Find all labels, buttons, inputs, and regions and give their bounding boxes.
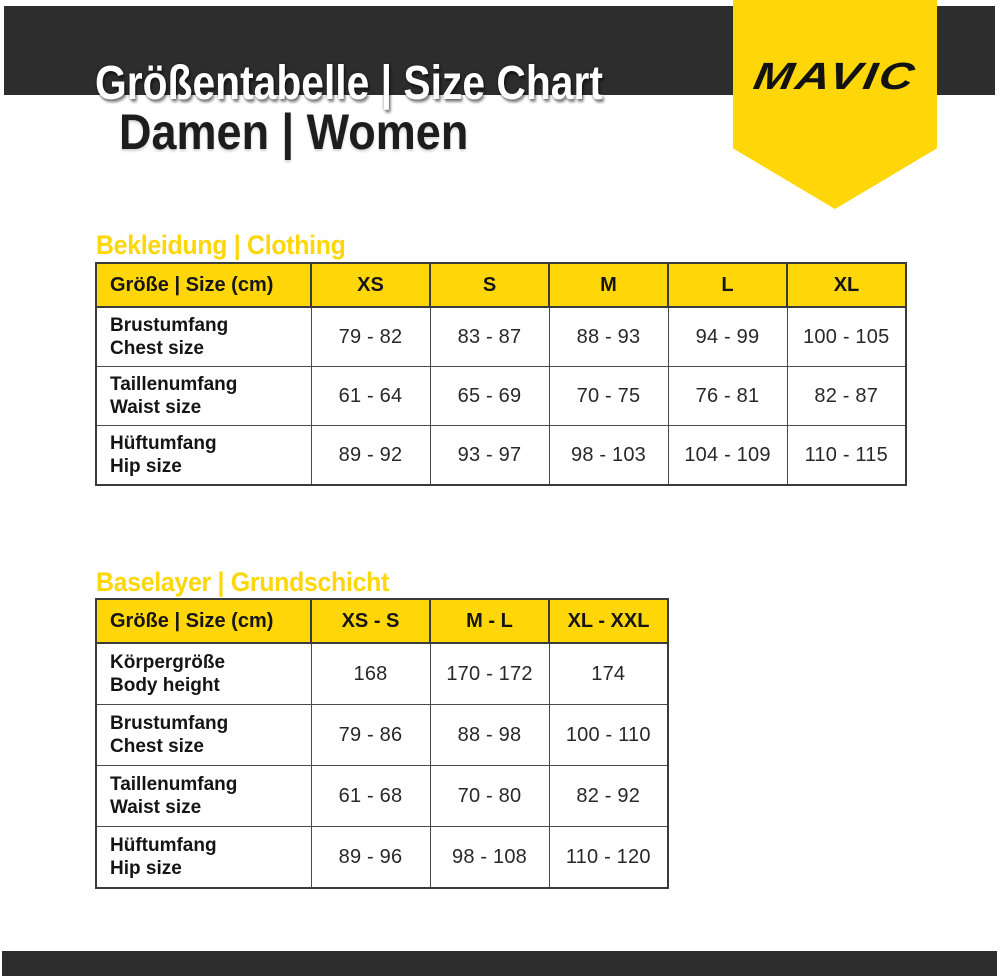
- size-value-cell: 110 - 115: [786, 425, 907, 486]
- mavic-logo: MAVIC: [750, 56, 920, 98]
- size-value-cell: 79 - 82: [310, 306, 431, 367]
- label-de: Hüftumfang: [110, 835, 217, 856]
- label-en: Hip size: [110, 858, 182, 879]
- column-header-xl-xxl: XL - XXL: [548, 598, 669, 644]
- size-value-cell: 174: [548, 642, 669, 705]
- size-value-cell: 110 - 120: [548, 826, 669, 889]
- size-value-cell: 65 - 69: [429, 366, 550, 426]
- baselayer-size-table: Größe | Size (cm) XS - S M - L XL - XXL …: [95, 598, 669, 889]
- measurement-label-waist: Taillenumfang Waist size: [95, 366, 312, 426]
- baselayer-section-heading: Baselayer | Grundschicht: [96, 567, 390, 597]
- column-header-s: S: [429, 262, 550, 308]
- clothing-header-row: Größe | Size (cm) XS S M L XL: [95, 262, 907, 308]
- size-value-cell: 79 - 86: [310, 704, 431, 766]
- clothing-size-table: Größe | Size (cm) XS S M L XL Brustumfan…: [95, 262, 907, 486]
- measurement-label-hip: Hüftumfang Hip size: [95, 425, 312, 486]
- size-value-cell: 93 - 97: [429, 425, 550, 486]
- measurement-label-waist: Taillenumfang Waist size: [95, 765, 312, 827]
- size-value-cell: 70 - 80: [429, 765, 550, 827]
- size-value-cell: 89 - 96: [310, 826, 431, 889]
- baselayer-header-row: Größe | Size (cm) XS - S M - L XL - XXL: [95, 598, 669, 644]
- label-en: Waist size: [110, 397, 202, 418]
- table-row-chest: Brustumfang Chest size 79 - 86 88 - 98 1…: [95, 704, 669, 766]
- size-value-cell: 100 - 110: [548, 704, 669, 766]
- size-value-cell: 98 - 103: [548, 425, 669, 486]
- column-header-xs: XS: [310, 262, 431, 308]
- measurement-label-hip: Hüftumfang Hip size: [95, 826, 312, 889]
- column-header-xs-s: XS - S: [310, 598, 431, 644]
- column-header-m-l: M - L: [429, 598, 550, 644]
- table-row-hip: Hüftumfang Hip size 89 - 96 98 - 108 110…: [95, 826, 669, 889]
- page-title: Größentabelle | Size Chart: [95, 57, 603, 110]
- size-value-cell: 98 - 108: [429, 826, 550, 889]
- label-en: Hip size: [110, 456, 182, 477]
- label-en: Body height: [110, 675, 220, 696]
- brand-ribbon: MAVIC: [733, 0, 937, 209]
- size-value-cell: 100 - 105: [786, 306, 907, 367]
- label-de: Hüftumfang: [110, 433, 217, 454]
- label-de: Brustumfang: [110, 713, 229, 734]
- table-row-body-height: Körpergröße Body height 168 170 - 172 17…: [95, 642, 669, 705]
- size-corner-label: Größe | Size (cm): [95, 262, 312, 308]
- size-value-cell: 170 - 172: [429, 642, 550, 705]
- size-value-cell: 88 - 98: [429, 704, 550, 766]
- size-corner-label: Größe | Size (cm): [95, 598, 312, 644]
- column-header-xl: XL: [786, 262, 907, 308]
- size-value-cell: 83 - 87: [429, 306, 550, 367]
- label-de: Körpergröße: [110, 652, 226, 673]
- label-de: Taillenumfang: [110, 374, 238, 395]
- page-subtitle: Damen | Women: [119, 104, 469, 160]
- column-header-l: L: [667, 262, 788, 308]
- size-value-cell: 104 - 109: [667, 425, 788, 486]
- size-value-cell: 61 - 68: [310, 765, 431, 827]
- clothing-section-heading: Bekleidung | Clothing: [96, 230, 346, 260]
- table-row-waist: Taillenumfang Waist size 61 - 68 70 - 80…: [95, 765, 669, 827]
- label-de: Taillenumfang: [110, 774, 238, 795]
- size-value-cell: 82 - 92: [548, 765, 669, 827]
- measurement-label-chest: Brustumfang Chest size: [95, 704, 312, 766]
- size-value-cell: 61 - 64: [310, 366, 431, 426]
- measurement-label-chest: Brustumfang Chest size: [95, 306, 312, 367]
- label-en: Chest size: [110, 736, 204, 757]
- size-value-cell: 94 - 99: [667, 306, 788, 367]
- size-value-cell: 168: [310, 642, 431, 705]
- footer-band: [2, 951, 997, 976]
- table-row-waist: Taillenumfang Waist size 61 - 64 65 - 69…: [95, 366, 907, 426]
- table-row-hip: Hüftumfang Hip size 89 - 92 93 - 97 98 -…: [95, 425, 907, 486]
- label-en: Waist size: [110, 797, 202, 818]
- size-value-cell: 82 - 87: [786, 366, 907, 426]
- size-value-cell: 89 - 92: [310, 425, 431, 486]
- size-value-cell: 88 - 93: [548, 306, 669, 367]
- size-value-cell: 76 - 81: [667, 366, 788, 426]
- label-de: Brustumfang: [110, 315, 229, 336]
- label-en: Chest size: [110, 338, 204, 359]
- measurement-label-body-height: Körpergröße Body height: [95, 642, 312, 705]
- size-value-cell: 70 - 75: [548, 366, 669, 426]
- column-header-m: M: [548, 262, 669, 308]
- table-row-chest: Brustumfang Chest size 79 - 82 83 - 87 8…: [95, 306, 907, 367]
